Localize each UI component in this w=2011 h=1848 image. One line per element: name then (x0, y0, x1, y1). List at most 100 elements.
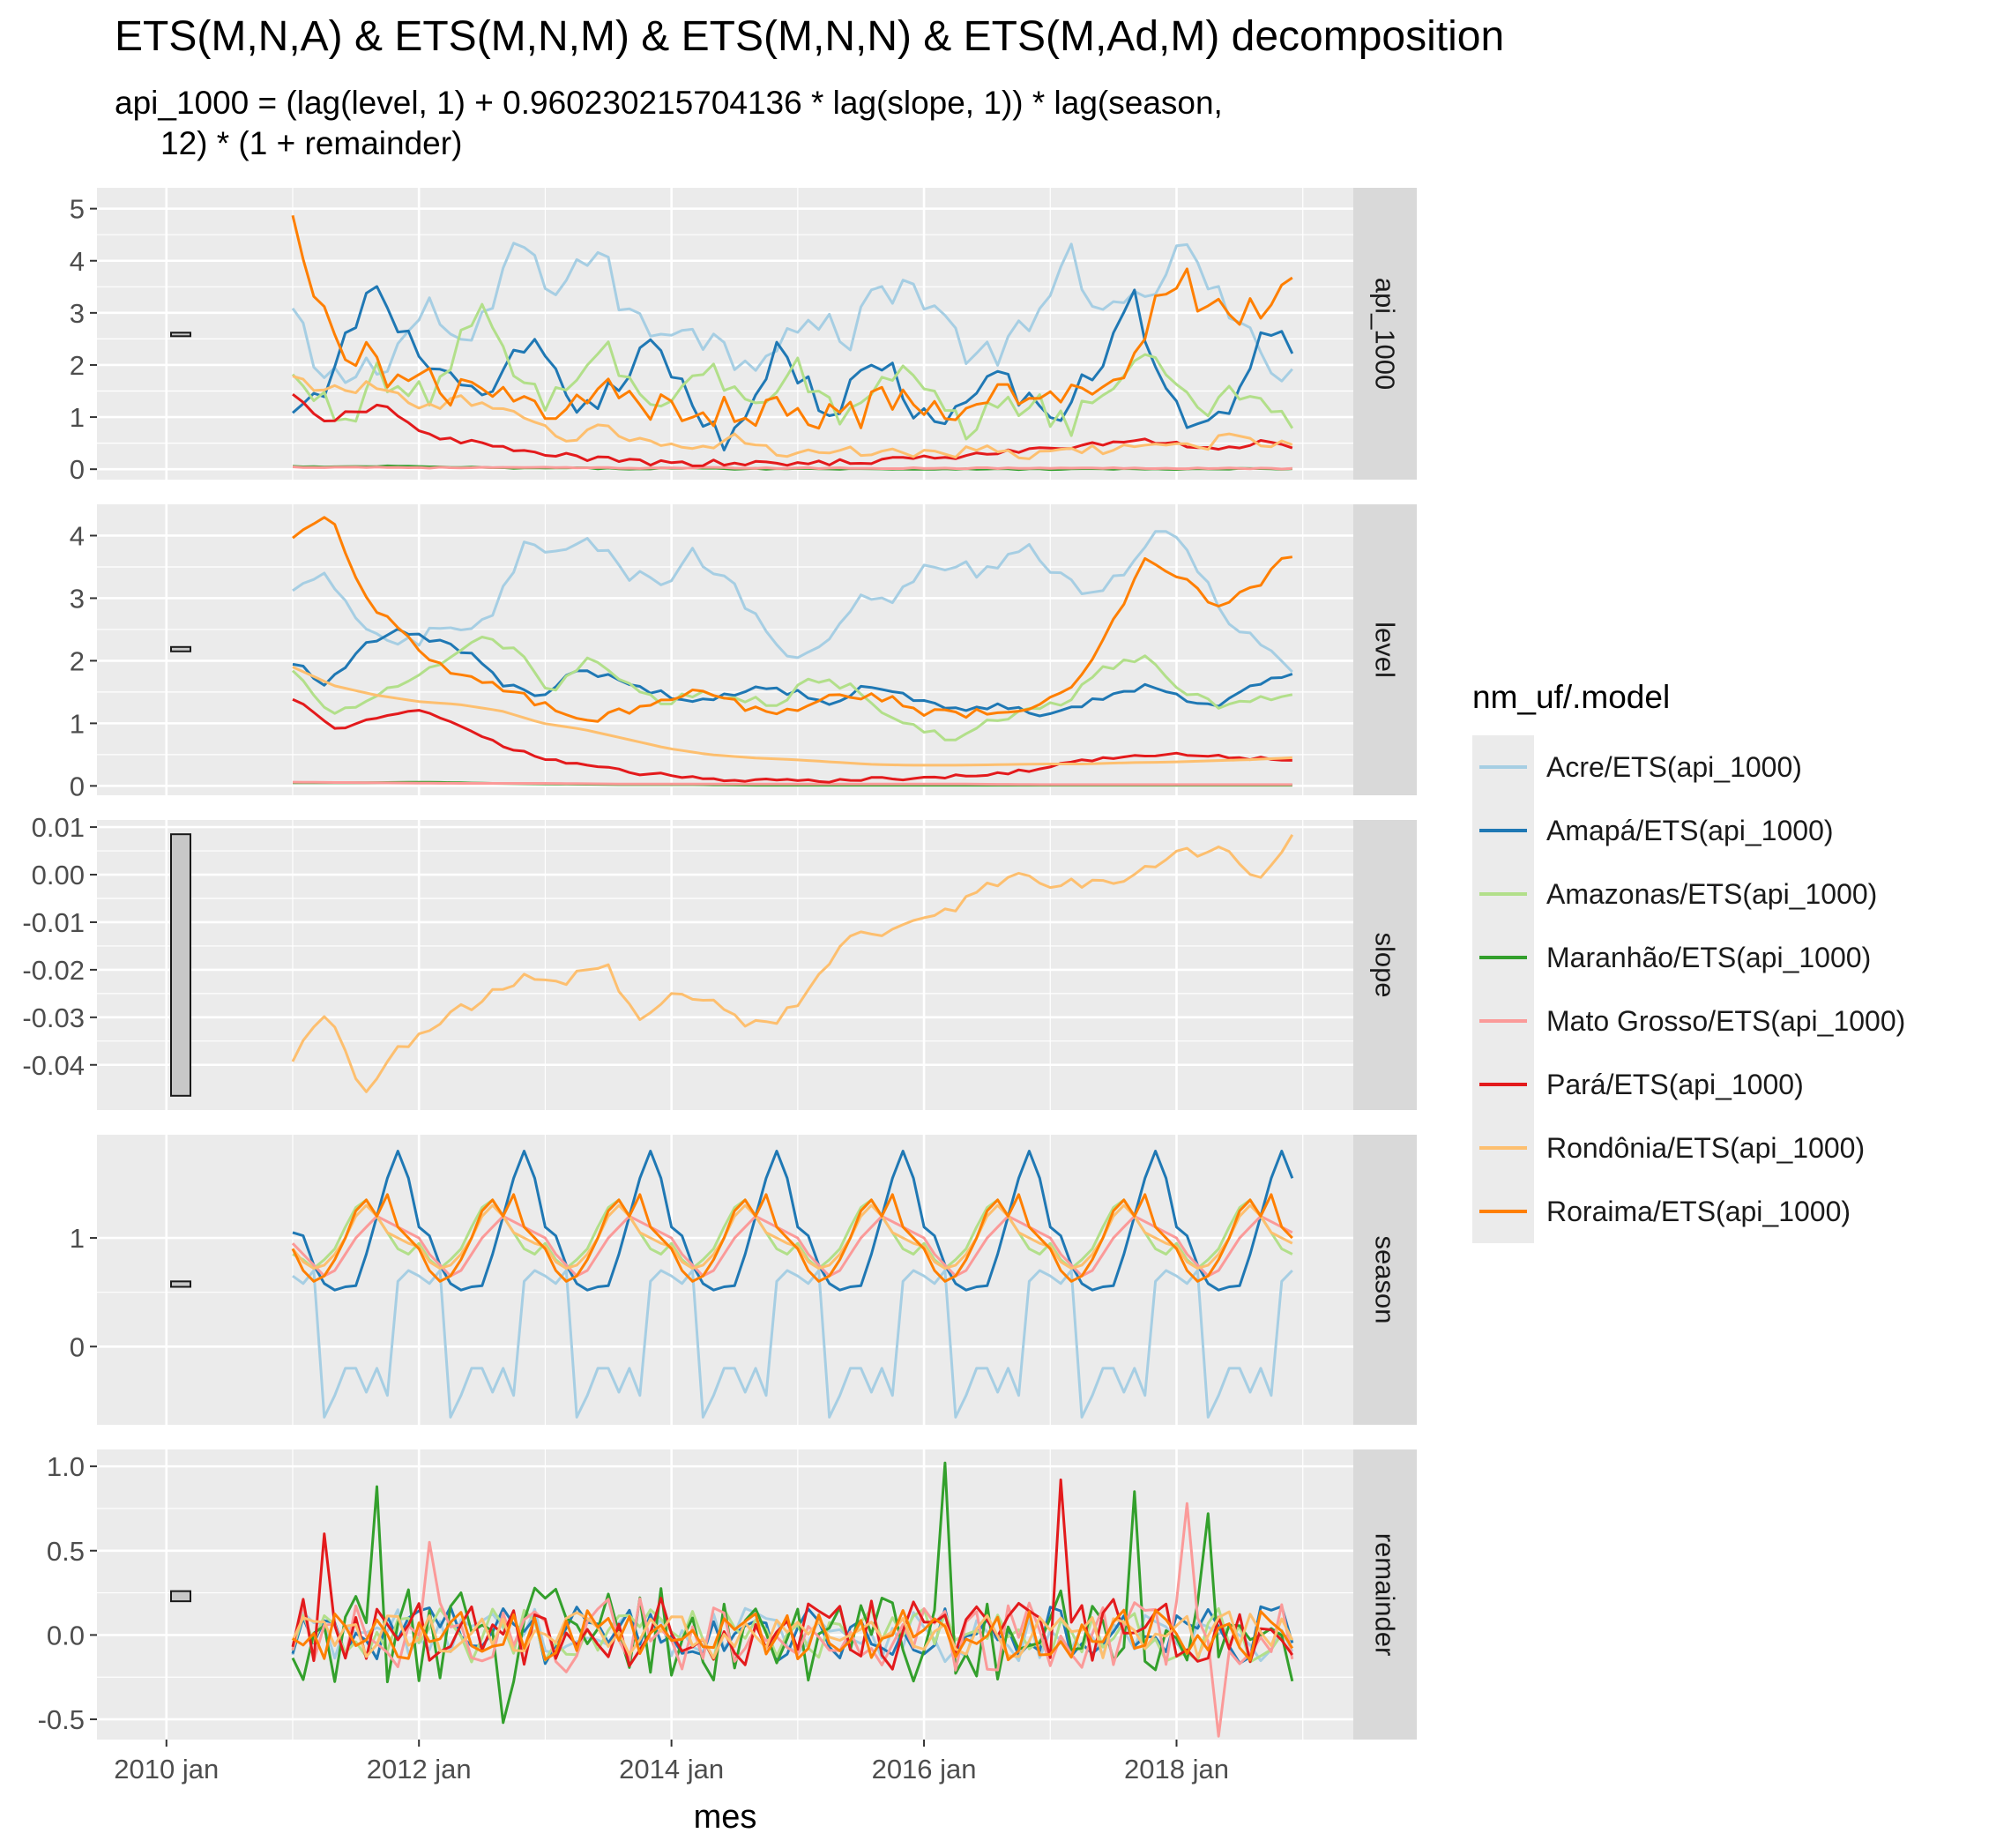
facet-season: 0 1 season (70, 1135, 1417, 1425)
y-tick-label: 0 (70, 771, 85, 801)
legend-key (1472, 1180, 1534, 1243)
facet-slope: 0.01 0.00 -0.01 -0.02 -0.03 -0.04 slope (22, 812, 1417, 1110)
chart-title: ETS(M,N,A) & ETS(M,N,M) & ETS(M,N,N) & E… (115, 13, 1505, 60)
legend-key (1472, 926, 1534, 989)
facet-strip (1353, 188, 1417, 480)
y-tick-label: 2 (70, 350, 85, 381)
series-line-rond-nia (292, 375, 1293, 460)
y-tick-label: 4 (70, 246, 85, 277)
scale-bar (170, 833, 191, 1097)
series-line-amazonas (291, 636, 1293, 741)
y-tick-label: 0 (70, 1331, 85, 1362)
facet-strip-label: remainder (1370, 1533, 1401, 1657)
facet-api_1000: 0 1 2 3 4 5 api_1000 (70, 188, 1417, 485)
legend-swatch (1479, 1146, 1527, 1150)
facet-remainder: 1.0 0.5 0.0 -0.5 remainder (38, 1449, 1417, 1740)
facet-strip-label: slope (1370, 932, 1401, 997)
panel-background (97, 188, 1353, 480)
y-tick-label: 3 (70, 583, 85, 614)
y-tick-label: -0.01 (22, 907, 85, 938)
y-tick-label: -0.04 (22, 1050, 85, 1081)
subtitle-line-2: 12) * (1 + remainder) (160, 125, 463, 161)
series-line-roraima (292, 1608, 1294, 1662)
legend-key (1472, 862, 1534, 926)
y-tick-label: -0.02 (22, 955, 85, 986)
series-line-acre (292, 530, 1293, 674)
panel-background (97, 504, 1353, 795)
x-tick-label: 2014 jan (619, 1754, 724, 1785)
series-line-rond-nia (292, 666, 1292, 767)
legend-swatch (1479, 765, 1527, 769)
series-line-roraima (291, 1193, 1293, 1283)
legend-item-acre: Acre/ETS(api_1000) (1472, 735, 1905, 799)
y-tick-label: 0.00 (32, 860, 85, 890)
legend-item-mato-grosso: Mato Grosso/ETS(api_1000) (1472, 989, 1905, 1053)
y-tick-label: 0.0 (47, 1620, 85, 1651)
legend-label: Mato Grosso/ETS(api_1000) (1546, 1004, 1906, 1037)
legend-swatch (1479, 829, 1527, 832)
legend-item-para: Pará/ETS(api_1000) (1472, 1053, 1905, 1116)
series-line-acre (292, 1269, 1293, 1419)
legend-item-rondonia: Rondônia/ETS(api_1000) (1472, 1116, 1905, 1180)
y-tick-label: 4 (70, 520, 85, 551)
series-line-roraima (291, 214, 1293, 430)
legend-label: Rondônia/ETS(api_1000) (1546, 1131, 1866, 1164)
legend-label: Maranhão/ETS(api_1000) (1546, 941, 1872, 973)
series-line-mato-grosso (292, 466, 1292, 471)
facet-strip-label: level (1370, 622, 1401, 678)
legend-key (1472, 1053, 1534, 1116)
legend-key (1472, 1116, 1534, 1180)
subtitle-line-1: api_1000 = (lag(level, 1) + 0.9602302157… (115, 85, 1223, 121)
y-tick-label: -0.5 (38, 1704, 85, 1735)
legend-label: Acre/ETS(api_1000) (1546, 750, 1802, 783)
y-tick-label: 0 (70, 454, 85, 485)
legend-swatch (1479, 1019, 1527, 1023)
legend-label: Roraima/ETS(api_1000) (1546, 1195, 1851, 1227)
series-line-par- (292, 697, 1292, 784)
legend-swatch (1479, 892, 1527, 896)
series-line-mato-grosso (292, 780, 1292, 786)
scale-bar (170, 1280, 191, 1288)
legend-label: Amazonas/ETS(api_1000) (1546, 877, 1878, 910)
y-tick-label: 3 (70, 298, 85, 329)
facet-strip-label: season (1370, 1236, 1401, 1324)
facet-strip (1353, 504, 1417, 795)
legend-item-roraima: Roraima/ETS(api_1000) (1472, 1180, 1905, 1243)
series-line-mato-grosso (291, 1214, 1293, 1278)
legend: nm_uf/.model Acre/ETS(api_1000) Amapá/ET… (1472, 679, 1905, 1243)
y-tick-label: 0.5 (47, 1536, 85, 1567)
legend-key (1472, 989, 1534, 1053)
scale-bar (170, 332, 191, 338)
legend-swatch (1479, 956, 1527, 959)
legend-title: nm_uf/.model (1472, 679, 1671, 715)
legend-item-amazonas: Amazonas/ETS(api_1000) (1472, 862, 1905, 926)
panel-background (97, 1449, 1353, 1740)
facet-strip (1353, 820, 1417, 1110)
legend-key (1472, 735, 1534, 799)
x-tick-label: 2010 jan (114, 1754, 219, 1785)
y-tick-label: 2 (70, 645, 85, 676)
series-line-amap- (292, 1150, 1294, 1292)
series-line-par- (292, 393, 1293, 467)
y-tick-label: 0.01 (32, 812, 85, 843)
y-tick-label: 1 (70, 1223, 85, 1254)
legend-label: Amapá/ETS(api_1000) (1546, 814, 1834, 846)
x-tick-label: 2012 jan (367, 1754, 472, 1785)
facet-level: 0 1 2 3 4 level (70, 504, 1417, 801)
y-tick-label: 5 (70, 194, 85, 225)
facet-strip (1353, 1449, 1417, 1740)
y-tick-label: 1.0 (47, 1451, 85, 1482)
legend-swatch (1479, 1210, 1527, 1213)
series-line-rond-nia (291, 834, 1294, 1093)
series-line-roraima (292, 516, 1293, 723)
scale-bar (170, 645, 191, 652)
legend-swatch (1479, 1083, 1527, 1086)
legend-item-amapa: Amapá/ETS(api_1000) (1472, 799, 1905, 862)
chart-subtitle: api_1000 = (lag(level, 1) + 0.9602302157… (115, 83, 1223, 164)
facet-strip-label: api_1000 (1370, 278, 1401, 391)
y-tick-label: 1 (70, 708, 85, 739)
x-axis-title: mes (694, 1799, 757, 1836)
y-tick-label: 1 (70, 402, 85, 433)
scale-bar (170, 1590, 191, 1603)
